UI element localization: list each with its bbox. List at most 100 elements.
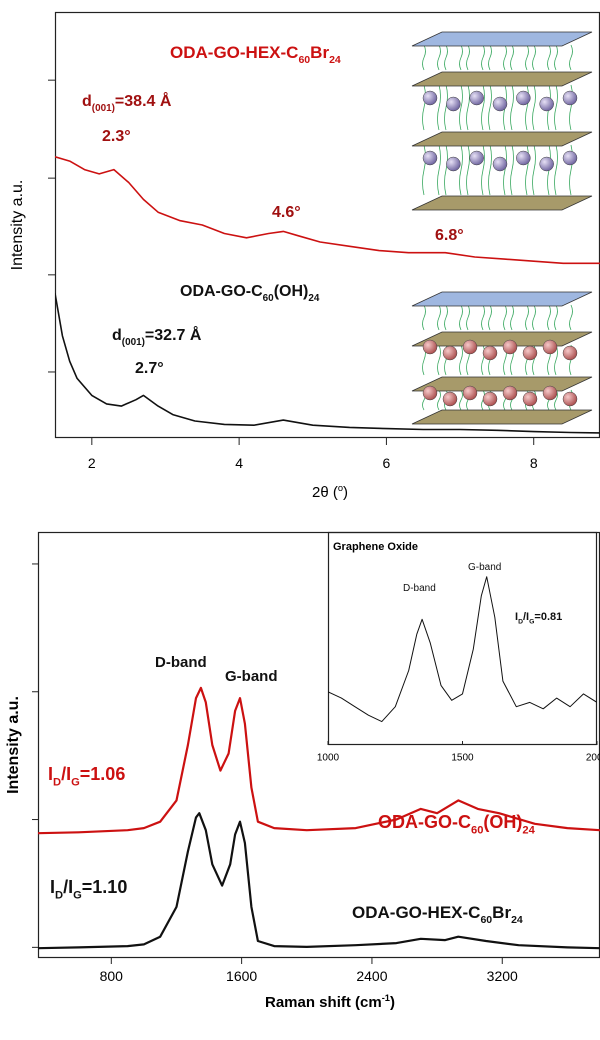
text-part: G-band <box>468 562 501 573</box>
chain <box>422 144 426 196</box>
sheet <box>411 31 593 47</box>
x-tick-label: 1000 <box>317 753 340 764</box>
molecule <box>562 150 578 166</box>
molecule <box>446 96 461 112</box>
molecule <box>482 345 498 361</box>
chain <box>437 44 441 71</box>
chain <box>481 44 485 71</box>
text-part: Br <box>310 43 329 62</box>
text-part: 4.6° <box>272 204 301 221</box>
annotation: d(001)=32.7 Å <box>112 325 202 348</box>
plot-area <box>328 576 597 723</box>
chain <box>466 44 470 71</box>
text-part: (001) <box>92 103 115 114</box>
text-part: I <box>50 877 55 897</box>
chain <box>459 44 463 71</box>
chain <box>510 44 514 71</box>
annotation: G-band <box>225 668 278 685</box>
plot-area <box>55 156 600 434</box>
molecule <box>502 339 518 355</box>
chain <box>437 144 441 196</box>
data-line <box>55 156 600 265</box>
chain <box>532 144 536 196</box>
chain <box>554 44 558 71</box>
x-tick-label: 800 <box>100 968 124 984</box>
text-part: 24 <box>522 824 535 836</box>
text-part: I <box>515 611 518 623</box>
annotation: ODA-GO-HEX-C60Br24 <box>170 43 341 66</box>
text-part: D-band <box>403 583 436 594</box>
text-part: ) <box>390 994 395 1011</box>
chain <box>488 304 492 331</box>
x-tick-label: 2400 <box>356 968 387 984</box>
chain <box>554 304 558 331</box>
chain <box>437 304 441 331</box>
sheet <box>411 409 593 425</box>
text-part: G <box>73 889 82 901</box>
chain <box>525 304 529 331</box>
x-axis-title: 2θ (o) <box>312 483 348 501</box>
chain <box>422 44 426 71</box>
chain <box>488 84 492 131</box>
annotation: D-band <box>403 583 436 594</box>
chain <box>569 304 573 331</box>
chain <box>481 84 485 131</box>
annotation: 4.6° <box>272 204 301 221</box>
molecule <box>469 90 484 106</box>
annotation: ID/IG=0.81 <box>515 611 562 625</box>
chain <box>488 44 492 71</box>
chain <box>503 304 507 331</box>
text-part: d <box>112 327 122 344</box>
chain <box>488 144 492 196</box>
molecule <box>539 156 554 172</box>
chain <box>554 84 558 131</box>
annotation: 2.7° <box>135 360 164 377</box>
chain <box>547 44 551 71</box>
text-part: 2θ ( <box>312 484 338 501</box>
annotation: ODA-GO-C60(OH)24 <box>378 812 536 836</box>
text-part: 2.7° <box>135 360 164 377</box>
chain <box>481 304 485 331</box>
molecule <box>522 391 538 407</box>
x-tick-label: 8 <box>530 455 538 471</box>
chain <box>532 44 536 71</box>
molecule <box>542 385 558 401</box>
x-tick-label: 1500 <box>451 753 474 764</box>
chain <box>437 344 441 376</box>
text-part: =38.4 Å <box>115 91 172 110</box>
chain <box>459 389 463 411</box>
molecule <box>492 156 508 172</box>
chain <box>554 344 558 376</box>
x-tick-label: 4 <box>235 455 243 471</box>
chain <box>437 389 441 411</box>
x-axis-title: Raman shift (cm-1) <box>265 993 395 1011</box>
text-part: 60 <box>298 54 310 66</box>
plot-area <box>38 686 600 950</box>
schematic <box>411 31 593 425</box>
sheet <box>411 195 593 211</box>
chain <box>459 144 463 196</box>
text-part: G <box>71 776 80 788</box>
text-part: (001) <box>122 337 145 348</box>
molecule <box>539 96 554 112</box>
text-part: /I <box>63 877 73 897</box>
text-part: -1 <box>382 993 390 1003</box>
molecule <box>442 345 458 361</box>
text-part: ODA-GO-C <box>378 812 471 832</box>
chain <box>444 44 448 71</box>
chain <box>481 144 485 196</box>
sheet <box>411 331 593 347</box>
text-part: ODA-GO-C <box>180 283 263 300</box>
text-part: 24 <box>329 54 341 66</box>
text-part: o <box>338 483 343 493</box>
molecule <box>422 339 438 355</box>
text-part: D <box>518 618 523 625</box>
text-part: ) <box>343 484 348 501</box>
data-line <box>38 812 600 950</box>
molecule <box>422 150 438 166</box>
chain <box>510 84 514 131</box>
text-part: 6.8° <box>435 227 464 244</box>
data-line <box>328 576 597 723</box>
